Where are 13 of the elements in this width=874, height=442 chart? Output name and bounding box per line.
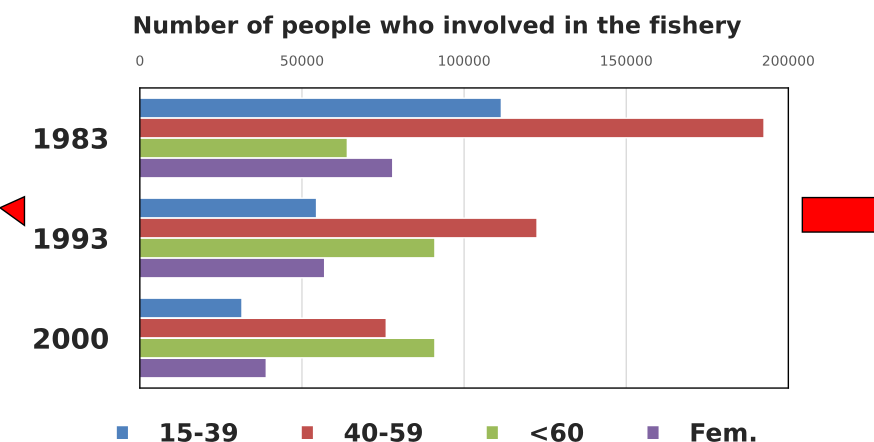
x-tick-label: 150000 xyxy=(601,55,652,66)
x-tick-label: 0 xyxy=(136,55,144,66)
x-tick-label: 200000 xyxy=(762,55,814,66)
chart-title: Number of people who involved in the fishery xyxy=(134,15,742,39)
legend-label: <60 xyxy=(531,422,584,442)
x-tick-label: 50000 xyxy=(280,55,324,66)
y-tick-label: 2000 xyxy=(34,328,108,350)
legend-label: 15-39 xyxy=(161,422,237,442)
y-tick-label: 1993 xyxy=(35,228,108,249)
legend-label: Fem. xyxy=(692,423,756,442)
legend-label: 40-59 xyxy=(344,422,422,442)
x-tick-label: 100000 xyxy=(439,55,490,66)
y-tick-label: 1983 xyxy=(35,128,108,149)
